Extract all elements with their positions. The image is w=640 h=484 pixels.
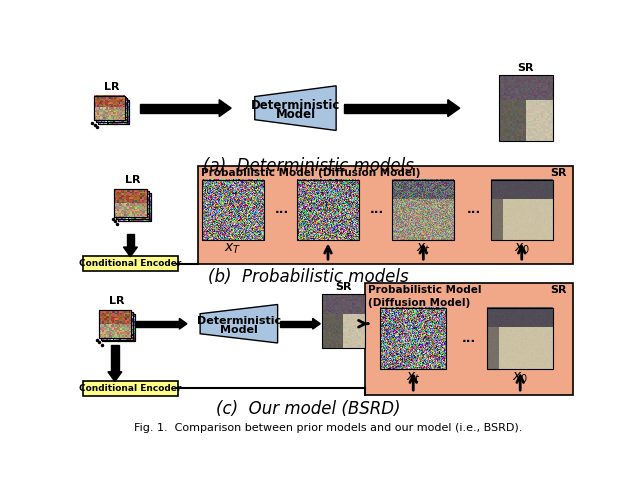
Text: (c)  Our model (BSRD): (c) Our model (BSRD) xyxy=(216,400,401,418)
Text: Model: Model xyxy=(220,325,258,335)
Polygon shape xyxy=(124,247,138,257)
Polygon shape xyxy=(108,372,122,381)
Text: $x_T$: $x_T$ xyxy=(224,242,241,256)
FancyBboxPatch shape xyxy=(83,256,178,272)
Bar xyxy=(98,100,129,124)
Bar xyxy=(98,100,129,124)
Bar xyxy=(116,191,148,219)
Bar xyxy=(322,294,365,348)
FancyBboxPatch shape xyxy=(280,320,313,327)
Text: ...: ... xyxy=(462,332,476,345)
Text: $x_0$: $x_0$ xyxy=(514,242,530,256)
Text: (b)  Probabilistic models: (b) Probabilistic models xyxy=(208,268,409,286)
Bar xyxy=(114,189,147,217)
Text: ...: ... xyxy=(275,203,289,216)
FancyBboxPatch shape xyxy=(83,381,178,396)
Bar xyxy=(380,307,446,369)
Bar xyxy=(96,98,127,122)
Bar xyxy=(100,312,133,339)
Bar xyxy=(114,189,147,217)
Text: Deterministic: Deterministic xyxy=(197,316,281,326)
FancyBboxPatch shape xyxy=(136,320,179,327)
Text: Conditional Encoder: Conditional Encoder xyxy=(79,384,182,393)
Bar xyxy=(116,191,148,219)
Polygon shape xyxy=(448,100,460,117)
Text: LR: LR xyxy=(109,296,125,306)
Polygon shape xyxy=(179,318,187,329)
Text: Deterministic: Deterministic xyxy=(251,99,340,111)
Bar xyxy=(99,310,131,338)
Text: ...: ... xyxy=(370,203,384,216)
Bar xyxy=(102,314,135,341)
Bar xyxy=(118,193,150,221)
Text: LR: LR xyxy=(104,82,120,92)
Text: LR: LR xyxy=(125,175,140,185)
Bar xyxy=(365,283,573,395)
Text: Fig. 1.  Comparison between prior models and our model (i.e., BSRD).: Fig. 1. Comparison between prior models … xyxy=(134,423,522,433)
Bar xyxy=(491,180,553,240)
Text: ...: ... xyxy=(467,203,481,216)
Polygon shape xyxy=(313,318,320,329)
Bar xyxy=(392,180,454,240)
Text: SR: SR xyxy=(550,168,566,178)
Text: Conditional Encoder: Conditional Encoder xyxy=(79,259,182,268)
Bar xyxy=(487,307,553,369)
Bar xyxy=(499,76,553,141)
Text: Probabilistic Model
(Diffusion Model): Probabilistic Model (Diffusion Model) xyxy=(368,285,482,308)
Text: SR: SR xyxy=(517,63,534,73)
Text: $x_t$: $x_t$ xyxy=(416,242,431,256)
Bar xyxy=(118,193,150,221)
Text: Model: Model xyxy=(275,108,316,121)
Bar xyxy=(102,314,135,341)
Bar xyxy=(198,166,573,264)
Bar xyxy=(94,96,125,121)
Bar xyxy=(99,310,131,338)
Text: SR: SR xyxy=(335,282,352,292)
Polygon shape xyxy=(255,86,336,131)
FancyBboxPatch shape xyxy=(140,104,219,113)
Text: Probabilistic Model (Diffusion Model): Probabilistic Model (Diffusion Model) xyxy=(201,168,420,178)
Text: $x_0$: $x_0$ xyxy=(512,371,528,385)
Bar xyxy=(202,180,264,240)
FancyBboxPatch shape xyxy=(127,234,134,247)
Bar xyxy=(94,96,125,121)
Bar xyxy=(297,180,359,240)
Text: (a)  Deterministic models: (a) Deterministic models xyxy=(203,157,414,175)
FancyBboxPatch shape xyxy=(344,104,448,113)
Text: $x_t$: $x_t$ xyxy=(406,371,420,385)
Text: SR: SR xyxy=(550,285,566,295)
Polygon shape xyxy=(219,100,231,117)
Bar xyxy=(100,312,133,339)
Polygon shape xyxy=(200,304,278,343)
Bar xyxy=(96,98,127,122)
FancyBboxPatch shape xyxy=(111,345,119,372)
